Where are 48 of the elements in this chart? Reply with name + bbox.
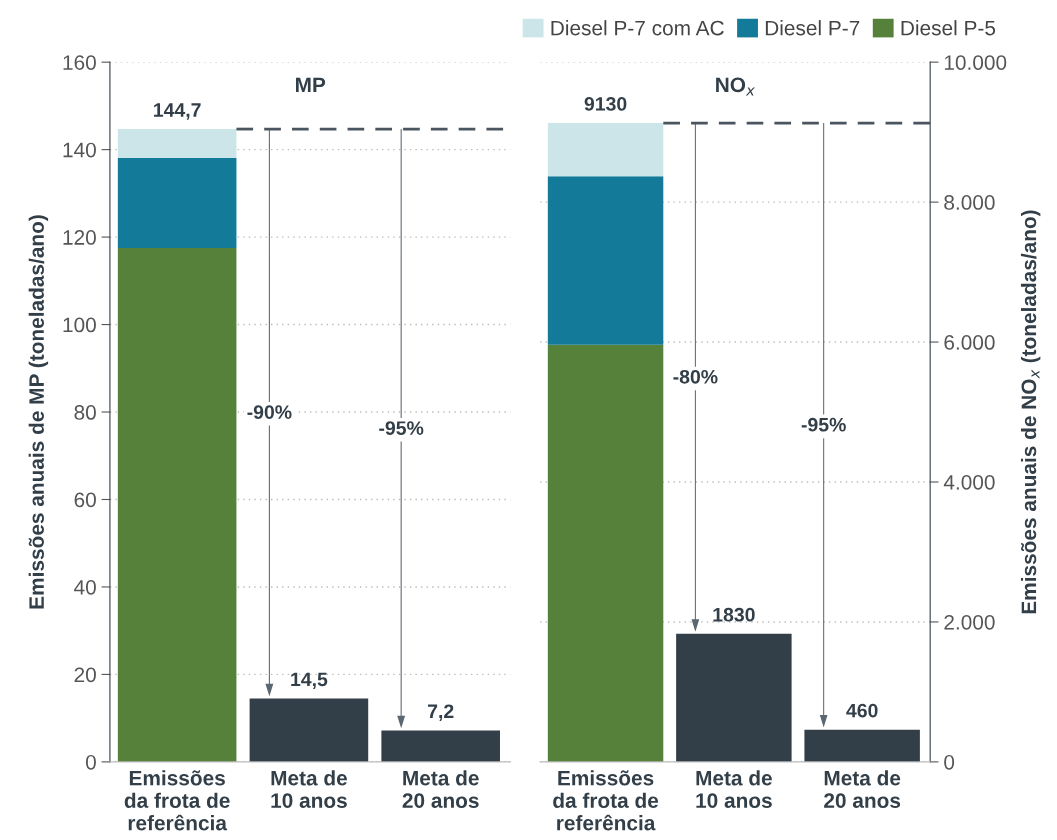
legend-label: Diesel P-7 <box>765 20 860 36</box>
x-tick-label: Emissões da frota de referência <box>124 770 230 831</box>
x-tick-label: Meta de 20 anos <box>824 770 901 808</box>
total-label: 1830 <box>713 607 755 622</box>
y-tick-label: 60 <box>74 492 96 508</box>
bar <box>117 157 237 249</box>
bar <box>117 248 237 762</box>
bar <box>547 176 664 345</box>
x-tick-label: Meta de 10 anos <box>271 770 347 808</box>
bar <box>381 730 500 762</box>
x-tick-label: Meta de 10 anos <box>696 770 772 808</box>
y-tick-label: 140 <box>63 142 96 158</box>
total-label: 9130 <box>584 97 627 111</box>
y2-tick-label: 8.000 <box>944 195 995 210</box>
annotation: -80% <box>673 369 718 384</box>
y2-axis-title: Emissões anuais de NO$_{x}$ (toneladas/ano) <box>1020 210 1041 614</box>
bar <box>547 123 664 177</box>
legend-label: Diesel P-7 com AC <box>551 20 724 36</box>
annotation: -90% <box>247 405 292 419</box>
total-label: 14,5 <box>291 672 328 690</box>
text: NO$_{x}$ <box>716 77 755 96</box>
total-label: 460 <box>846 703 878 718</box>
x-tick-label: Emissões da frota de referência <box>553 770 659 831</box>
annotation: -95% <box>379 421 424 435</box>
bar <box>547 344 664 762</box>
y2-tick-label: 10.000 <box>944 55 1007 70</box>
bar <box>249 698 369 762</box>
y-tick-label: 0 <box>85 754 96 770</box>
bar <box>676 633 792 762</box>
x-tick-label: Meta de 20 anos <box>402 770 479 808</box>
y2-tick-label: 2.000 <box>944 614 995 630</box>
annotation: -95% <box>801 417 846 432</box>
y-tick-label: 20 <box>74 667 96 683</box>
text: MP <box>296 77 326 93</box>
total-label: 7,2 <box>428 704 454 721</box>
y2-tick-label: 4.000 <box>943 474 995 490</box>
y2-tick-label: 0 <box>944 754 955 770</box>
y-tick-label: 160 <box>63 55 96 70</box>
y-tick-label: 40 <box>74 579 96 595</box>
bar <box>804 729 920 762</box>
bar <box>117 129 237 158</box>
y2-tick-label: 6.000 <box>944 335 995 350</box>
y-tick-label: 80 <box>74 405 96 420</box>
total-label: 144,7 <box>154 103 201 120</box>
y-tick-label: 100 <box>63 317 96 333</box>
legend-label: Diesel P-5 <box>901 20 996 36</box>
y-axis-title: Emissões anuais de MP (toneladas/ano) <box>28 215 49 609</box>
y-tick-label: 120 <box>63 230 96 245</box>
